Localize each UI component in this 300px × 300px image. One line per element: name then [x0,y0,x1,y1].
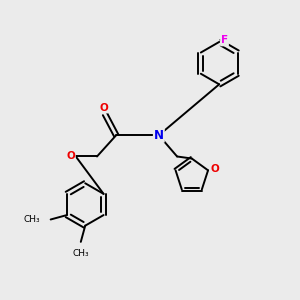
Text: CH₃: CH₃ [73,249,89,258]
Text: CH₃: CH₃ [24,215,40,224]
Text: O: O [66,151,75,161]
Text: O: O [210,164,219,174]
Text: F: F [221,35,228,46]
Text: O: O [99,103,108,112]
Text: N: N [154,129,164,142]
